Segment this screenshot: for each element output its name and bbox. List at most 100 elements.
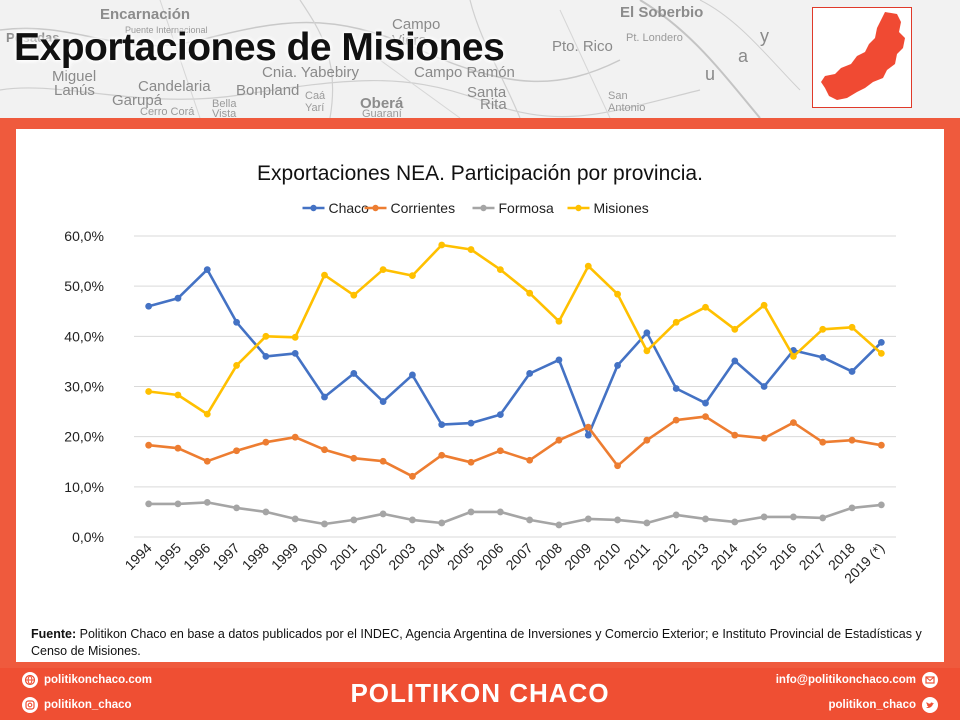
x-tick-label: 1996 [180,540,213,573]
data-point-formosa [584,515,592,523]
data-point-misiones [174,391,182,399]
data-point-formosa [643,519,651,527]
map-background [0,0,801,118]
data-point-corrientes [145,441,153,449]
data-point-corrientes [790,419,797,427]
data-point-corrientes [819,438,827,446]
data-point-corrientes [233,447,240,455]
data-point-formosa [379,510,387,518]
data-point-chaco [379,398,387,405]
data-point-corrientes [731,431,739,439]
data-point-chaco [174,294,182,302]
data-point-formosa [526,516,534,524]
content-frame: Exportaciones NEA. Participación por pro… [0,118,960,668]
data-point-misiones [467,246,475,253]
data-point-corrientes [848,436,856,444]
x-tick-label: 2002 [356,540,389,573]
map-label: Encarnación [100,6,191,23]
data-point-chaco [702,399,709,407]
data-point-formosa [731,518,739,526]
data-point-chaco [321,393,328,401]
y-tick-label: 60,0% [64,228,104,244]
x-tick-label: 2001 [327,540,360,573]
data-point-corrientes [496,447,504,455]
series-line-chaco [148,268,883,437]
data-point-formosa [819,514,827,522]
data-point-chaco [291,349,299,357]
data-point-formosa [877,501,885,509]
twitter-icon [922,697,938,713]
data-point-chaco [467,419,475,427]
y-tick-label: 10,0% [64,479,104,495]
data-point-chaco [203,266,211,274]
data-point-chaco [438,421,446,429]
legend-label: Misiones [594,200,649,216]
map-label: Bella [212,98,237,110]
data-point-chaco [877,338,885,346]
data-point-chaco [643,329,651,337]
data-point-formosa [467,508,475,516]
data-point-misiones [877,349,885,357]
data-point-formosa [350,516,358,524]
x-tick-label: 2015 [737,540,770,573]
data-point-misiones [321,271,328,279]
x-tick-label: 2017 [796,540,829,573]
instagram-icon [22,697,38,713]
y-tick-label: 40,0% [64,328,104,344]
map-label: Pt. Londero [626,32,683,44]
data-point-misiones [731,325,739,333]
x-tick-label: 1999 [268,540,301,573]
data-point-corrientes [672,416,680,424]
data-point-misiones [760,301,768,309]
twitter-text: politikon_chaco [828,699,916,711]
map-label: Antonio [608,102,646,114]
data-point-chaco [614,362,621,369]
data-point-chaco [672,385,680,392]
data-point-formosa [702,515,709,523]
map-label: Pto. Rico [552,38,613,55]
data-point-corrientes [379,457,387,465]
map-label: Viera [392,32,427,49]
y-tick-label: 20,0% [64,429,104,445]
header: Encarnación Puente Internacional Posadas… [0,0,960,118]
data-point-chaco [233,318,240,326]
x-tick-label: 2011 [620,540,653,573]
data-point-misiones [672,318,680,326]
data-point-chaco [145,302,153,310]
y-tick-label: 30,0% [64,379,104,395]
twitter-link[interactable]: politikon_chaco [828,697,938,713]
data-point-chaco [760,383,768,390]
data-point-corrientes [702,413,709,420]
data-point-misiones [555,317,563,325]
data-point-misiones [233,362,240,369]
map-label: Cnia. Yabebiry [262,64,360,81]
website-link[interactable]: politikonchaco.com [22,672,152,688]
data-point-corrientes [409,472,416,480]
map-label: Posadas [6,30,60,45]
data-point-misiones [291,333,299,341]
x-tick-label: 2005 [444,540,477,573]
brand-name: POLITIKON CHACO [350,678,610,708]
map-label: Lanús [54,82,95,99]
x-tick-label: 2004 [415,540,448,573]
data-point-misiones [790,353,797,360]
data-point-chaco [496,411,504,418]
data-point-corrientes [467,458,475,466]
x-tick-label: 2014 [708,540,741,573]
source-label: Fuente: [31,627,77,641]
map-label: San [608,90,628,102]
map-label: Caá [305,90,326,102]
province-map [812,7,912,108]
x-tick-label: 2006 [473,540,506,573]
data-point-chaco [731,357,739,365]
x-tick-label: 2009 [561,540,594,573]
instagram-link[interactable]: politikon_chaco [22,697,132,713]
email-link[interactable]: info@politikonchaco.com [776,672,938,688]
data-point-corrientes [584,423,592,431]
website-text: politikonchaco.com [44,674,152,686]
map-label: Campo Ramón [414,64,515,81]
data-point-corrientes [262,438,270,446]
map-label: Cerro Corá [140,106,195,118]
legend-marker [480,204,487,212]
data-point-corrientes [350,454,358,462]
